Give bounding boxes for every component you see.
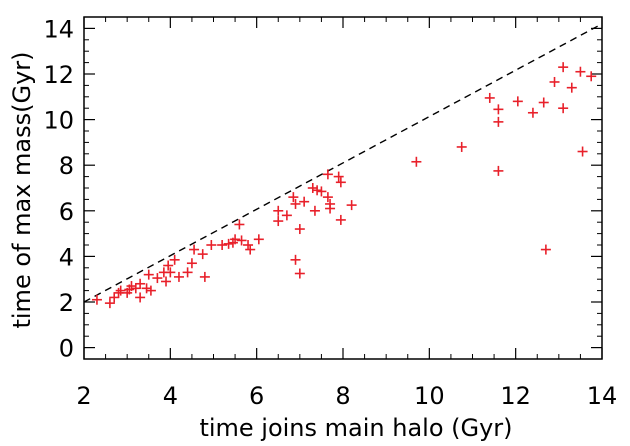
data-point: [558, 103, 569, 114]
y-tick-label: 6: [59, 198, 74, 226]
data-point: [273, 216, 284, 227]
y-tick-label: 8: [59, 152, 74, 180]
data-point: [141, 283, 152, 294]
data-point: [236, 235, 247, 246]
axis-ticks: [83, 16, 603, 359]
data-point: [163, 260, 174, 271]
data-point: [558, 62, 569, 73]
data-point: [189, 244, 200, 255]
y-tick-label: 14: [43, 15, 74, 43]
data-point: [245, 244, 256, 255]
data-point: [199, 271, 210, 282]
data-point: [197, 249, 208, 260]
data-point: [113, 287, 124, 298]
data-point: [169, 254, 180, 265]
x-tick-label: 8: [335, 382, 350, 410]
data-point: [182, 267, 193, 278]
x-axis-label: time joins main halo (Gyr): [199, 414, 512, 442]
data-point: [325, 198, 336, 209]
data-point: [126, 281, 137, 292]
x-tick-label: 2: [76, 382, 91, 410]
y-tick-label: 10: [43, 107, 74, 135]
data-point: [493, 104, 504, 115]
data-point: [152, 273, 163, 284]
data-point: [411, 156, 422, 167]
x-tick-label: 6: [249, 382, 264, 410]
y-tick-label: 12: [43, 61, 74, 89]
data-point: [186, 258, 197, 269]
data-point: [135, 292, 146, 303]
data-point: [538, 97, 549, 108]
data-point: [346, 200, 357, 211]
data-point: [493, 116, 504, 127]
data-point: [206, 240, 217, 250]
data-point: [322, 192, 333, 203]
data-point: [288, 192, 299, 203]
data-point: [294, 268, 305, 279]
data-point: [91, 294, 102, 305]
data-point: [294, 224, 305, 235]
y-tick-label: 0: [59, 335, 74, 363]
data-point: [115, 285, 126, 296]
data-point: [309, 205, 320, 216]
data-point: [540, 244, 551, 255]
data-point: [299, 196, 310, 207]
data-point: [281, 210, 292, 221]
data-point: [165, 267, 176, 278]
data-point: [586, 71, 597, 82]
data-point: [273, 205, 284, 216]
plot-frame: [83, 16, 603, 360]
data-point: [130, 283, 141, 294]
data-point: [566, 82, 577, 93]
y-axis-label: time of max mass(Gyr): [8, 51, 36, 328]
data-point: [243, 240, 254, 250]
data-point: [230, 234, 241, 245]
x-tick-label: 14: [587, 382, 618, 410]
data-point: [322, 169, 333, 180]
data-point: [253, 234, 264, 245]
data-point: [527, 107, 538, 118]
data-point: [316, 186, 327, 197]
data-points: [91, 62, 597, 309]
data-point: [333, 171, 344, 182]
reference-line-layer: [83, 23, 603, 303]
x-tick-label: 12: [500, 382, 531, 410]
data-point: [290, 254, 301, 265]
data-point: [104, 298, 115, 309]
reference-line: [83, 23, 603, 303]
data-point: [109, 292, 120, 303]
data-point: [512, 96, 523, 107]
data-point: [290, 198, 301, 209]
data-point: [161, 276, 172, 287]
data-point: [234, 219, 245, 230]
data-point: [312, 185, 323, 196]
y-tick-label: 4: [59, 243, 74, 271]
data-point: [217, 240, 228, 250]
data-point: [145, 285, 156, 296]
data-point: [335, 214, 346, 225]
data-point: [173, 271, 184, 282]
data-point: [484, 92, 495, 103]
data-point: [493, 165, 504, 176]
data-point: [577, 146, 588, 157]
data-point: [307, 183, 318, 193]
data-point: [335, 177, 346, 188]
data-point: [143, 269, 154, 280]
data-point: [223, 238, 234, 249]
data-point: [135, 278, 146, 289]
data-point: [456, 141, 467, 152]
data-point: [549, 76, 560, 87]
plot-border: [83, 16, 603, 360]
x-tick-label: 10: [414, 382, 445, 410]
data-point: [575, 66, 586, 77]
x-tick-label: 4: [163, 382, 178, 410]
y-tick-label: 2: [59, 289, 74, 317]
